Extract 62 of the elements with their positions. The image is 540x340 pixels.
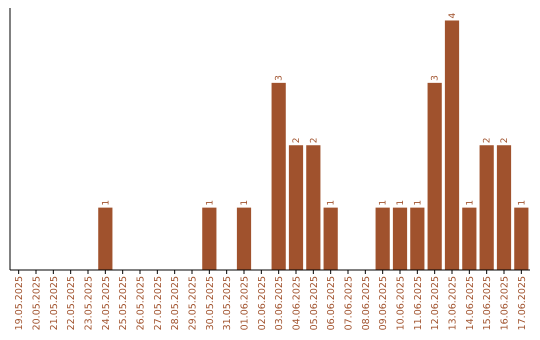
data-label: 2: [482, 138, 493, 144]
x-tick-label: 09.06.2025: [378, 276, 390, 330]
x-tick-label: 27.05.2025: [152, 276, 164, 330]
x-tick-label: 26.05.2025: [136, 276, 146, 330]
x-tick-label: 16.06.2025: [500, 276, 510, 330]
data-label: 1: [396, 200, 406, 206]
data-label: 1: [413, 200, 424, 206]
x-tick-label: 19.05.2025: [14, 276, 26, 330]
bar: [428, 82, 442, 270]
x-tick-label: 12.06.2025: [430, 276, 442, 330]
bar: [462, 208, 476, 270]
data-label: 1: [378, 200, 389, 206]
bar: [514, 208, 528, 270]
x-tick-label: 04.06.2025: [292, 276, 302, 330]
x-tick-label: 31.05.2025: [222, 276, 234, 330]
bar: [306, 145, 320, 270]
x-tick-label: 10.06.2025: [396, 276, 406, 330]
data-label: 1: [240, 200, 250, 206]
bar: [444, 20, 460, 270]
data-label: 1: [101, 200, 112, 206]
x-tick-label: 08.06.2025: [360, 276, 372, 330]
data-label: 3: [430, 75, 441, 81]
data-label: 1: [205, 200, 216, 206]
x-tick-label: 24.05.2025: [100, 276, 112, 330]
x-tick-label: 25.05.2025: [118, 276, 130, 330]
bar: [410, 208, 424, 270]
bar: [496, 145, 512, 270]
data-label: 4: [448, 12, 458, 18]
x-tick-label: 13.06.2025: [448, 276, 458, 330]
x-tick-label: 06.06.2025: [326, 276, 338, 330]
x-tick-label: 01.06.2025: [240, 276, 250, 330]
x-tick-label: 23.05.2025: [84, 276, 94, 330]
x-tick-label: 03.06.2025: [274, 276, 286, 330]
bar: [376, 208, 390, 270]
data-label: 3: [274, 75, 285, 81]
x-tick-label: 15.06.2025: [482, 276, 494, 330]
x-tick-label: 07.06.2025: [344, 276, 354, 330]
x-tick-label: 22.05.2025: [66, 276, 78, 330]
data-label: 1: [517, 200, 528, 206]
bar: [480, 145, 494, 270]
bar: [98, 208, 112, 270]
x-tick-label: 21.05.2025: [48, 276, 60, 330]
bar: [392, 208, 408, 270]
x-tick-label: 11.06.2025: [412, 276, 424, 330]
data-label: 1: [465, 200, 476, 206]
bar: [288, 145, 304, 270]
data-label: 2: [500, 138, 510, 144]
x-tick-label: 05.06.2025: [308, 276, 320, 330]
data-label: 1: [326, 200, 337, 206]
bar: [202, 208, 216, 270]
bar: [324, 208, 338, 270]
x-tick-label: 30.05.2025: [204, 276, 216, 330]
x-tick-label: 17.06.2025: [516, 276, 528, 330]
x-tick-label: 29.05.2025: [188, 276, 198, 330]
x-tick-label: 20.05.2025: [32, 276, 42, 330]
x-tick-label: 02.06.2025: [256, 276, 268, 330]
data-label: 2: [309, 138, 320, 144]
x-tick-label: 28.05.2025: [170, 276, 182, 330]
bar: [272, 82, 286, 270]
x-tick-label: 14.06.2025: [464, 276, 476, 330]
bar: [236, 208, 252, 270]
data-label: 2: [292, 138, 302, 144]
